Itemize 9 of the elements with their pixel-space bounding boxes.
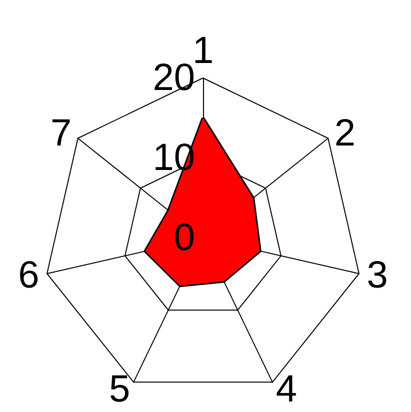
- y-tick-label: 20: [152, 57, 195, 99]
- spoke-label: 4: [276, 368, 298, 410]
- spoke-label: 1: [192, 30, 214, 72]
- spoke-label: 7: [50, 112, 72, 154]
- spoke-label: 6: [18, 254, 40, 296]
- y-tick-label: 0: [174, 217, 195, 259]
- spoke-label: 5: [108, 368, 130, 410]
- spoke-label: 2: [334, 112, 356, 154]
- spoke-label: 3: [366, 254, 388, 296]
